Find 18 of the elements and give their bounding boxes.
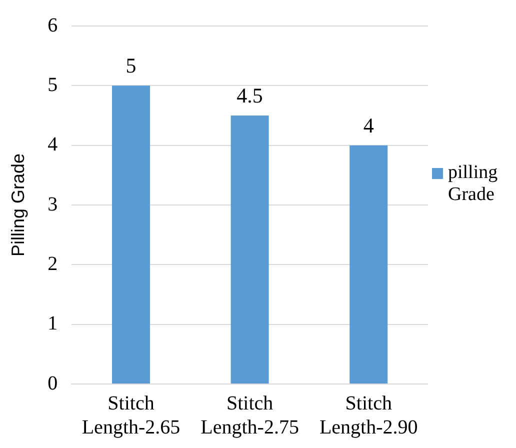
data-label: 5 bbox=[126, 54, 136, 78]
y-tick-label: 3 bbox=[48, 193, 58, 216]
y-tick-label: 0 bbox=[48, 372, 58, 394]
y-axis-title: Pilling Grade bbox=[8, 153, 28, 257]
y-tick-label: 4 bbox=[48, 134, 58, 156]
y-tick-label: 5 bbox=[48, 74, 58, 96]
y-tick-label: 2 bbox=[48, 252, 58, 275]
legend-label: pilling Grade bbox=[448, 162, 499, 206]
bar bbox=[112, 86, 150, 384]
bar bbox=[350, 145, 388, 384]
x-tick-label: Stitch Length-2.65 bbox=[82, 392, 180, 438]
y-tick-label: 6 bbox=[48, 14, 58, 36]
y-tick-label: 1 bbox=[48, 312, 58, 335]
data-label: 4.5 bbox=[236, 84, 263, 108]
data-label: 4 bbox=[363, 113, 374, 138]
bar bbox=[230, 116, 269, 384]
x-tick-label: Stitch Length-2.90 bbox=[319, 392, 418, 438]
x-tick-label: Stitch Length-2.75 bbox=[200, 392, 299, 438]
